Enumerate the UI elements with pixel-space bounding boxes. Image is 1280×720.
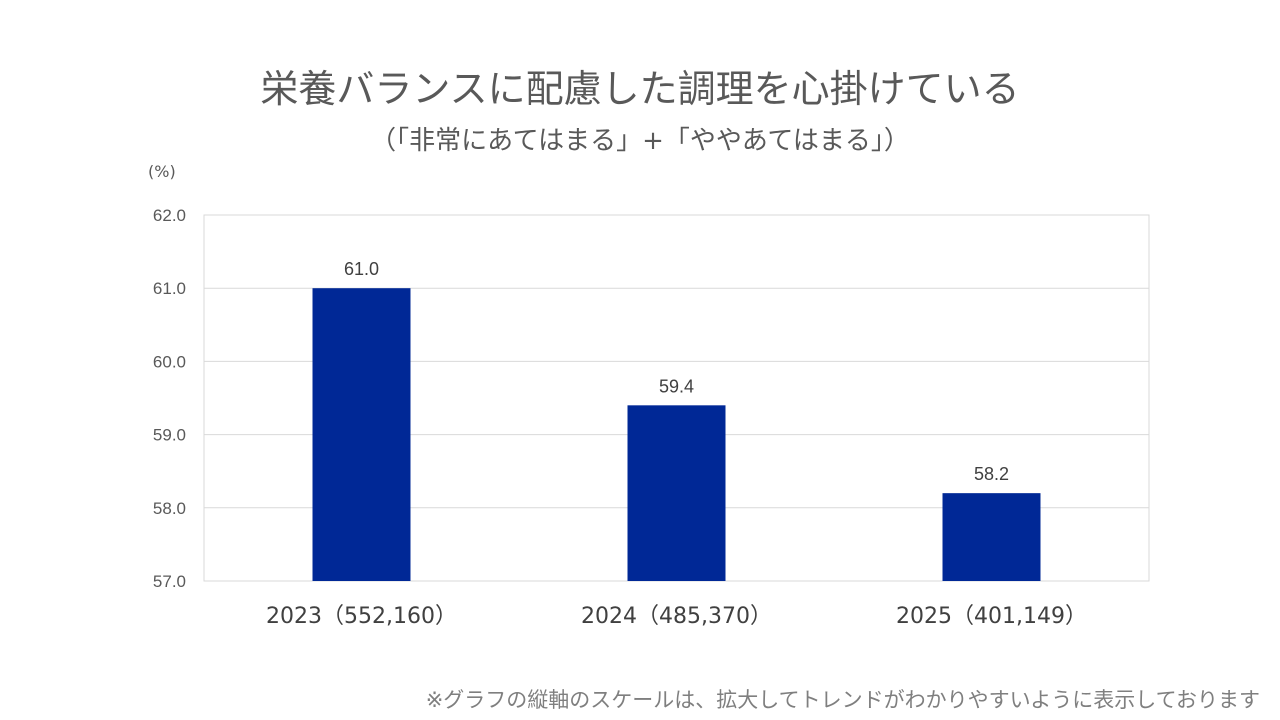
x-axis-categories: 2023（552,160） 2024（485,370） 2025（401,149） xyxy=(266,604,1087,629)
chart-title: 栄養バランスに配慮した調理を心掛けている xyxy=(260,67,1020,111)
y-tick-label: 62.0 xyxy=(153,206,186,225)
x-category-label-2: 2024（485,370） xyxy=(581,604,772,629)
data-label-2: 59.4 xyxy=(659,376,694,396)
bars xyxy=(312,288,1041,581)
bar-3 xyxy=(942,493,1041,581)
chart-subtitle: （「非常にあてはまる」+「ややあてはまる」） xyxy=(370,126,910,156)
y-axis-unit-label: (%) xyxy=(148,162,176,181)
y-axis-ticks: 57.0 58.0 59.0 60.0 61.0 62.0 xyxy=(153,206,186,591)
y-tick-label: 57.0 xyxy=(153,572,186,591)
data-label-1: 61.0 xyxy=(344,259,379,279)
bar-1 xyxy=(312,288,411,581)
x-category-label-3: 2025（401,149） xyxy=(896,604,1087,629)
data-labels: 61.0 59.4 58.2 xyxy=(344,259,1009,484)
y-tick-label: 59.0 xyxy=(153,426,186,445)
bar-2 xyxy=(627,405,726,581)
x-category-label-1: 2023（552,160） xyxy=(266,604,457,629)
y-tick-label: 61.0 xyxy=(153,279,186,298)
footnote: ※グラフの縦軸のスケールは、拡大してトレンドがわかりやすいように表示しております xyxy=(425,688,1260,712)
data-label-3: 58.2 xyxy=(974,464,1009,484)
y-tick-label: 60.0 xyxy=(153,352,186,371)
y-tick-label: 58.0 xyxy=(153,499,186,518)
